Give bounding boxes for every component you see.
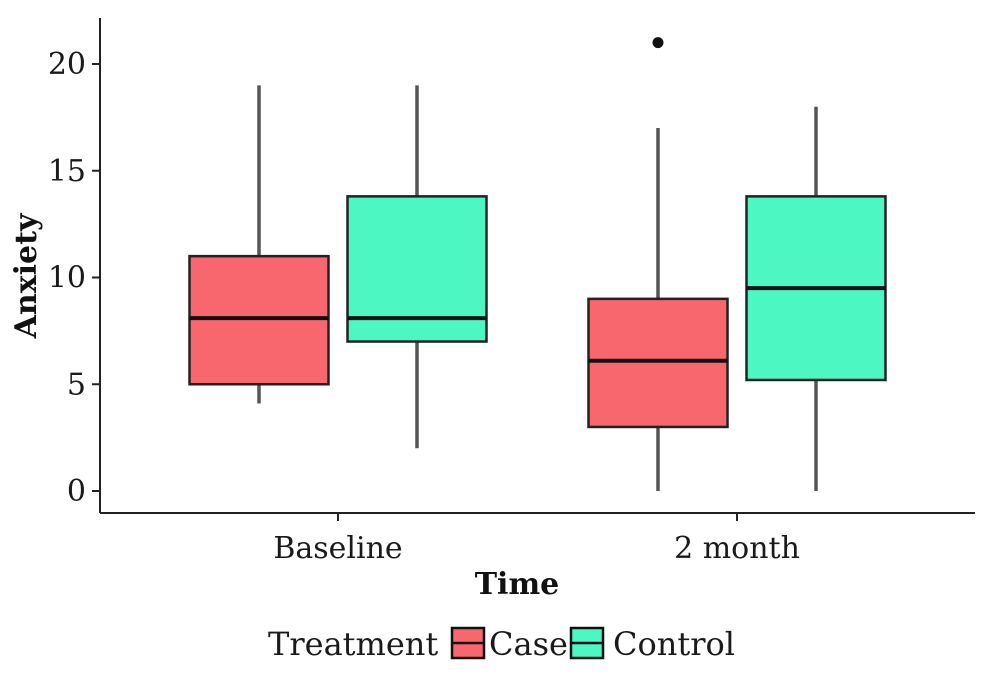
- y-tick-label: 5: [67, 367, 86, 402]
- x-tick-label: Baseline: [273, 531, 402, 566]
- box-body: [587, 297, 729, 429]
- box-control: [346, 85, 488, 449]
- plot-area: [188, 37, 887, 491]
- axes: 0 5 10 15 20 Baseline 2 month: [48, 18, 975, 566]
- box-control: [745, 106, 887, 491]
- box-case: [188, 85, 330, 404]
- legend: Treatment Case Control: [268, 625, 735, 663]
- y-tick-label: 15: [48, 154, 86, 189]
- y-tick-label: 20: [48, 47, 86, 82]
- y-axis-title: Anxiety: [9, 212, 44, 339]
- box-body: [188, 254, 330, 386]
- legend-label-case: Case: [489, 625, 568, 663]
- x-tick-label: 2 month: [674, 531, 800, 566]
- outlier-point: [652, 37, 664, 49]
- y-tick-label: 0: [67, 474, 86, 509]
- box-case: [587, 37, 729, 491]
- legend-title: Treatment: [268, 625, 438, 663]
- x-axis-title: Time: [475, 567, 560, 602]
- y-tick-label: 10: [48, 261, 86, 296]
- legend-label-control: Control: [613, 625, 735, 663]
